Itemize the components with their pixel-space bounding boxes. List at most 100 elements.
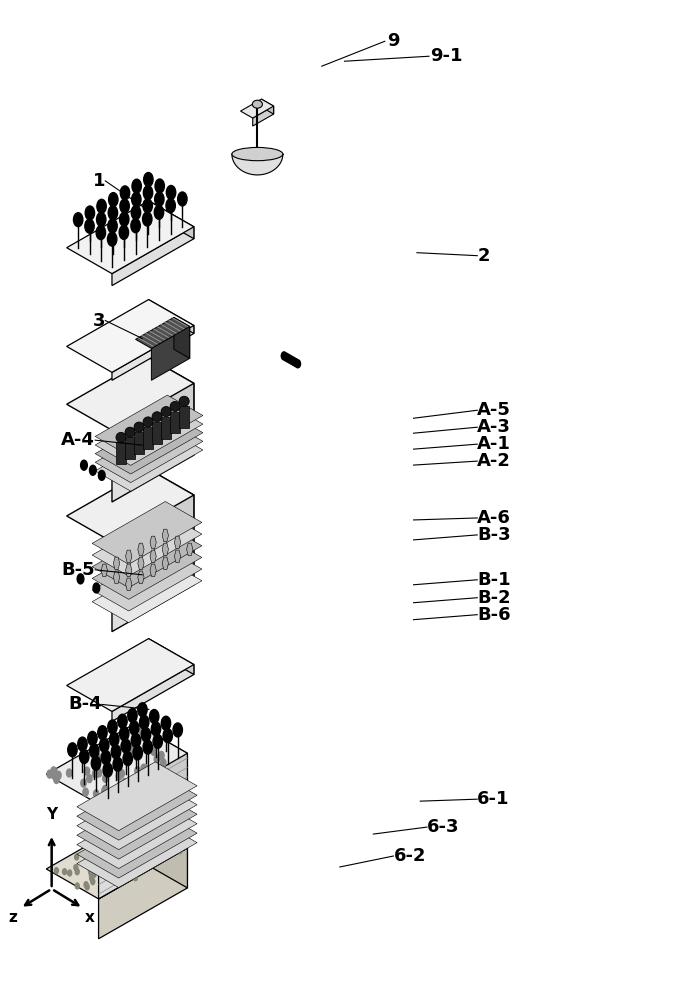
Polygon shape bbox=[98, 753, 188, 899]
Circle shape bbox=[51, 771, 57, 779]
Text: 6-1: 6-1 bbox=[477, 790, 509, 808]
Polygon shape bbox=[174, 550, 180, 563]
Polygon shape bbox=[67, 201, 194, 274]
Polygon shape bbox=[95, 430, 203, 491]
Circle shape bbox=[127, 875, 131, 881]
Circle shape bbox=[97, 849, 101, 855]
Circle shape bbox=[56, 771, 61, 779]
Circle shape bbox=[119, 225, 129, 239]
Circle shape bbox=[137, 844, 141, 850]
Circle shape bbox=[118, 714, 127, 728]
Circle shape bbox=[55, 868, 59, 874]
Polygon shape bbox=[77, 809, 197, 878]
Polygon shape bbox=[149, 639, 194, 675]
Circle shape bbox=[112, 862, 116, 868]
Circle shape bbox=[103, 763, 112, 777]
Circle shape bbox=[86, 848, 90, 854]
Circle shape bbox=[85, 219, 94, 233]
Polygon shape bbox=[77, 800, 197, 869]
Polygon shape bbox=[135, 723, 188, 848]
Circle shape bbox=[133, 726, 138, 734]
Polygon shape bbox=[67, 357, 194, 430]
Polygon shape bbox=[112, 665, 194, 721]
Circle shape bbox=[138, 703, 147, 717]
Text: 9-1: 9-1 bbox=[430, 47, 463, 65]
Polygon shape bbox=[253, 106, 274, 126]
Circle shape bbox=[110, 732, 119, 746]
Circle shape bbox=[100, 851, 104, 857]
Ellipse shape bbox=[134, 422, 144, 432]
Circle shape bbox=[130, 831, 134, 837]
Circle shape bbox=[100, 738, 109, 752]
Circle shape bbox=[143, 186, 153, 200]
Circle shape bbox=[132, 179, 141, 193]
Circle shape bbox=[130, 745, 135, 753]
Circle shape bbox=[79, 753, 85, 761]
Circle shape bbox=[81, 779, 86, 787]
Circle shape bbox=[141, 728, 151, 742]
Polygon shape bbox=[261, 99, 274, 114]
Circle shape bbox=[122, 778, 127, 786]
Circle shape bbox=[97, 199, 106, 213]
Circle shape bbox=[81, 460, 87, 470]
Polygon shape bbox=[134, 432, 144, 454]
Circle shape bbox=[75, 883, 79, 889]
Text: Y: Y bbox=[46, 807, 57, 822]
Text: A-4: A-4 bbox=[61, 431, 95, 449]
Circle shape bbox=[98, 726, 107, 740]
Circle shape bbox=[96, 769, 102, 777]
Circle shape bbox=[155, 192, 164, 206]
Polygon shape bbox=[92, 525, 202, 588]
Text: B-3: B-3 bbox=[477, 526, 511, 544]
Ellipse shape bbox=[152, 412, 162, 422]
Circle shape bbox=[73, 213, 83, 227]
Circle shape bbox=[75, 854, 79, 860]
Circle shape bbox=[116, 772, 122, 780]
Circle shape bbox=[83, 788, 88, 796]
Circle shape bbox=[120, 742, 126, 750]
Circle shape bbox=[151, 747, 156, 755]
Circle shape bbox=[100, 866, 104, 872]
Circle shape bbox=[140, 840, 144, 846]
Polygon shape bbox=[95, 412, 203, 474]
Polygon shape bbox=[77, 762, 197, 831]
Circle shape bbox=[110, 870, 114, 876]
Circle shape bbox=[79, 750, 89, 764]
Circle shape bbox=[137, 868, 141, 874]
Circle shape bbox=[102, 785, 108, 793]
Circle shape bbox=[178, 192, 187, 206]
Circle shape bbox=[115, 837, 119, 843]
Circle shape bbox=[77, 574, 84, 584]
Circle shape bbox=[161, 759, 166, 767]
Circle shape bbox=[102, 788, 107, 796]
Circle shape bbox=[90, 465, 96, 475]
Circle shape bbox=[120, 727, 129, 741]
Polygon shape bbox=[232, 154, 283, 175]
Polygon shape bbox=[150, 536, 156, 549]
Polygon shape bbox=[95, 421, 203, 483]
Circle shape bbox=[67, 769, 72, 777]
Circle shape bbox=[52, 768, 57, 776]
Circle shape bbox=[87, 731, 97, 745]
Ellipse shape bbox=[125, 427, 135, 437]
Circle shape bbox=[96, 212, 106, 226]
Circle shape bbox=[132, 192, 141, 206]
Polygon shape bbox=[149, 469, 194, 585]
Circle shape bbox=[133, 746, 143, 760]
Text: B-2: B-2 bbox=[477, 589, 511, 607]
Circle shape bbox=[63, 869, 67, 875]
Polygon shape bbox=[92, 501, 202, 564]
Circle shape bbox=[129, 721, 139, 735]
Circle shape bbox=[78, 737, 87, 751]
Polygon shape bbox=[150, 550, 156, 563]
Circle shape bbox=[147, 839, 151, 845]
Circle shape bbox=[84, 882, 88, 888]
Circle shape bbox=[153, 734, 162, 748]
Polygon shape bbox=[112, 325, 194, 380]
Circle shape bbox=[96, 753, 101, 761]
Polygon shape bbox=[126, 564, 132, 577]
Circle shape bbox=[164, 849, 168, 855]
Circle shape bbox=[141, 728, 147, 736]
Polygon shape bbox=[46, 818, 188, 899]
Circle shape bbox=[68, 870, 72, 876]
